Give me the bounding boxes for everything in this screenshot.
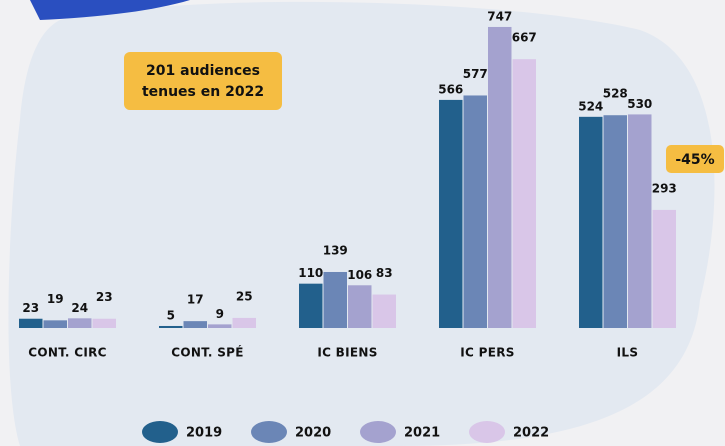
x-tick-label: CONT. SPÉ	[171, 345, 244, 360]
data-label: 5	[167, 308, 175, 322]
legend-label: 2021	[404, 426, 440, 441]
legend-label: 2020	[295, 426, 331, 441]
x-tick-label: CONT. CIRC	[28, 346, 106, 360]
data-label: 23	[96, 290, 113, 304]
legend-label: 2022	[513, 426, 549, 441]
bar	[579, 116, 603, 328]
data-label: 23	[22, 301, 39, 315]
data-label: 293	[652, 181, 677, 195]
annotation-box	[124, 52, 282, 110]
bar	[159, 325, 183, 328]
bar	[183, 321, 207, 328]
legend-swatch	[142, 421, 178, 443]
legend-swatch	[251, 421, 287, 443]
bar	[43, 320, 67, 328]
annotation: 201 audiences	[146, 63, 260, 79]
bar	[208, 324, 232, 328]
data-label: 110	[298, 266, 323, 280]
data-label: 747	[487, 9, 512, 23]
bar	[92, 318, 116, 328]
data-label: 577	[463, 67, 488, 81]
bar	[488, 26, 512, 329]
data-label: 83	[376, 266, 393, 280]
x-tick-label: IC PERS	[460, 346, 514, 360]
bar	[348, 285, 372, 328]
bar	[463, 95, 487, 329]
bar	[19, 318, 43, 328]
legend-label: 2019	[186, 426, 222, 441]
bar	[512, 59, 536, 328]
bar	[628, 114, 652, 328]
bar	[68, 318, 92, 328]
data-label: 530	[627, 97, 652, 111]
bar	[372, 294, 396, 328]
legend-swatch	[469, 421, 505, 443]
data-label: 566	[438, 82, 463, 96]
bar	[652, 209, 676, 328]
data-label: 19	[47, 292, 64, 306]
data-label: 667	[512, 31, 537, 45]
bar	[603, 115, 627, 328]
data-label: 139	[323, 243, 348, 257]
bar	[439, 99, 463, 328]
data-label: 106	[347, 268, 372, 282]
data-label: 24	[71, 301, 88, 315]
corner-shape	[30, 0, 190, 20]
data-label: 25	[236, 289, 253, 303]
legend-swatch	[360, 421, 396, 443]
data-label: 528	[603, 87, 628, 101]
x-tick-label: ILS	[617, 346, 639, 360]
bar	[299, 283, 323, 328]
x-tick-label: IC BIENS	[317, 346, 377, 360]
annotation: tenues en 2022	[142, 84, 264, 100]
data-label: 9	[216, 307, 224, 321]
data-label: 17	[187, 293, 204, 307]
background-blob	[8, 1, 715, 446]
bar	[323, 271, 347, 328]
data-label: 524	[578, 99, 603, 113]
annotation: -45%	[675, 152, 714, 168]
annotation-box	[666, 145, 724, 173]
bar	[232, 317, 256, 328]
